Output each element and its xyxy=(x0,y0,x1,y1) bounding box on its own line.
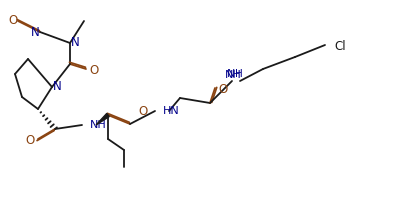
Text: NH: NH xyxy=(90,119,107,129)
Text: N: N xyxy=(70,36,79,49)
Text: HN: HN xyxy=(163,105,180,115)
Text: Cl: Cl xyxy=(334,40,346,53)
Text: O: O xyxy=(25,134,35,147)
Text: O: O xyxy=(89,63,99,76)
Text: O: O xyxy=(138,105,148,118)
Text: N: N xyxy=(30,25,39,38)
Text: N: N xyxy=(53,80,61,93)
Text: NH: NH xyxy=(225,70,241,80)
Polygon shape xyxy=(96,114,109,125)
Text: N: N xyxy=(227,69,235,79)
Text: O: O xyxy=(219,83,228,96)
Text: H: H xyxy=(235,69,243,79)
Text: O: O xyxy=(8,14,18,27)
